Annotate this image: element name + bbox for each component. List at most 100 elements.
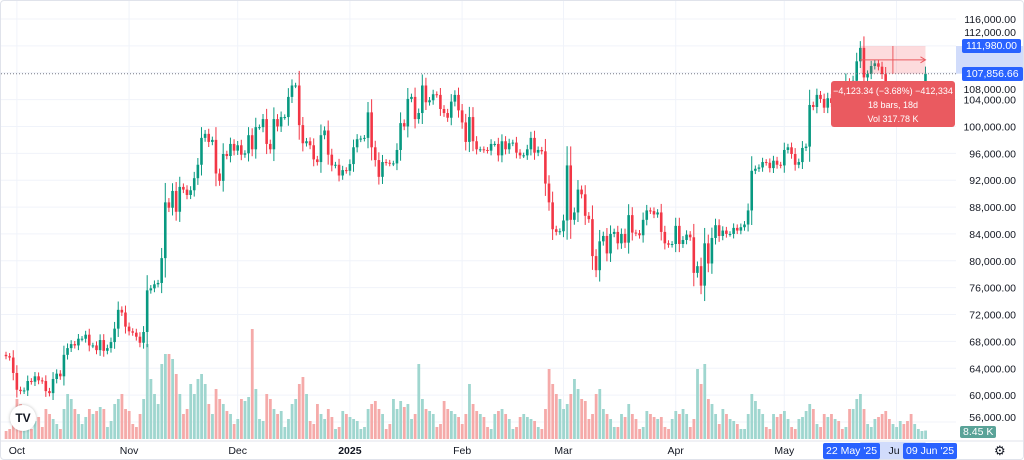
volume-bar bbox=[106, 427, 109, 439]
candle-body bbox=[670, 244, 674, 246]
candle-body bbox=[641, 219, 645, 236]
candle-body bbox=[366, 112, 370, 138]
candle-body bbox=[225, 154, 229, 157]
candle-body bbox=[402, 123, 406, 127]
candle-body bbox=[156, 282, 160, 285]
candle-body bbox=[649, 210, 652, 212]
candle-body bbox=[167, 202, 171, 208]
candle-body bbox=[66, 348, 69, 355]
volume-bar bbox=[920, 431, 924, 439]
candle-body bbox=[529, 137, 533, 150]
volume-bar bbox=[602, 409, 605, 439]
volume-bar bbox=[95, 411, 98, 439]
volume-bar bbox=[265, 394, 269, 439]
candle-body bbox=[417, 113, 420, 120]
volume-bar bbox=[811, 409, 815, 439]
candle-body bbox=[468, 117, 471, 142]
candle-body bbox=[120, 309, 124, 313]
candle-body bbox=[124, 312, 127, 327]
volume-bar bbox=[822, 414, 826, 439]
volume-bar bbox=[815, 424, 819, 439]
volume-bar bbox=[402, 407, 406, 439]
candle-body bbox=[862, 47, 866, 78]
candle-body bbox=[377, 160, 381, 177]
volume-bar bbox=[468, 384, 471, 439]
volume-bar bbox=[594, 394, 598, 439]
volume-bar bbox=[348, 417, 352, 439]
candle-body bbox=[616, 231, 620, 244]
candle-body bbox=[240, 145, 243, 155]
candle-body bbox=[471, 117, 475, 142]
candle-body bbox=[717, 225, 721, 236]
candle-body bbox=[381, 162, 384, 177]
volume-bar bbox=[301, 377, 305, 439]
candle-body bbox=[688, 234, 692, 238]
volume-bar bbox=[525, 417, 529, 439]
volume-bar bbox=[319, 414, 323, 439]
tradingview-logo[interactable]: TV bbox=[10, 405, 36, 431]
tooltip-bars: 18 bars, 18d bbox=[867, 100, 919, 110]
volume-bar bbox=[663, 427, 667, 439]
candle-body bbox=[754, 168, 757, 171]
volume-bar bbox=[779, 414, 783, 439]
volume-bar bbox=[359, 429, 363, 439]
volume-bar bbox=[717, 424, 721, 439]
volume-bar bbox=[547, 369, 551, 439]
gear-icon[interactable]: ⚙ bbox=[994, 443, 1006, 458]
last-volume-badge: 8.45 K bbox=[960, 426, 997, 438]
candle-body bbox=[196, 164, 200, 179]
volume-bar bbox=[659, 417, 663, 439]
candle-body bbox=[475, 141, 478, 150]
candle-body bbox=[19, 389, 22, 392]
candle-body bbox=[214, 139, 218, 174]
candle-body bbox=[808, 104, 811, 147]
volume-bar bbox=[826, 417, 830, 439]
volume-bar bbox=[294, 399, 298, 439]
volume-bar bbox=[848, 409, 851, 439]
volume-bar bbox=[124, 409, 127, 439]
volume-bar bbox=[120, 394, 124, 439]
volume-bar bbox=[4, 431, 8, 439]
volume-bar bbox=[127, 411, 131, 439]
candle-body bbox=[645, 210, 649, 220]
candle-body bbox=[735, 227, 739, 231]
volume-bar bbox=[634, 419, 638, 439]
price-tick-label: 88,000.00 bbox=[969, 202, 1016, 214]
volume-bar bbox=[413, 414, 417, 439]
volume-bar bbox=[268, 399, 272, 439]
volume-bar bbox=[598, 389, 602, 439]
candle-body bbox=[352, 147, 355, 165]
volume-bar bbox=[254, 389, 258, 439]
candle-body bbox=[22, 390, 26, 392]
volume-bar bbox=[783, 411, 786, 439]
candle-body bbox=[489, 143, 493, 151]
volume-bar bbox=[69, 399, 73, 439]
volume-bar bbox=[891, 424, 895, 439]
volume-bar bbox=[377, 409, 381, 439]
candle-body bbox=[692, 237, 696, 273]
candle-body bbox=[15, 372, 19, 390]
volume-bar bbox=[739, 429, 743, 439]
candle-body bbox=[565, 165, 569, 221]
candle-body bbox=[116, 309, 120, 329]
volume-bar bbox=[486, 427, 489, 439]
volume-bar bbox=[721, 409, 725, 439]
candle-body bbox=[80, 338, 84, 340]
candle-body bbox=[334, 164, 337, 166]
volume-bar bbox=[37, 417, 41, 439]
candle-body bbox=[279, 117, 283, 127]
volume-bar bbox=[638, 429, 641, 439]
candle-body bbox=[696, 266, 699, 273]
volume-bar bbox=[913, 424, 917, 439]
volume-bars bbox=[4, 329, 927, 439]
candle-body bbox=[783, 149, 786, 166]
volume-bar bbox=[395, 409, 399, 439]
volume-bar bbox=[482, 417, 486, 439]
volume-bar bbox=[30, 429, 33, 439]
volume-bar bbox=[80, 424, 84, 439]
volume-bar bbox=[203, 384, 207, 439]
price-tick-label: 56,000.00 bbox=[969, 412, 1016, 424]
candle-body bbox=[612, 231, 616, 234]
